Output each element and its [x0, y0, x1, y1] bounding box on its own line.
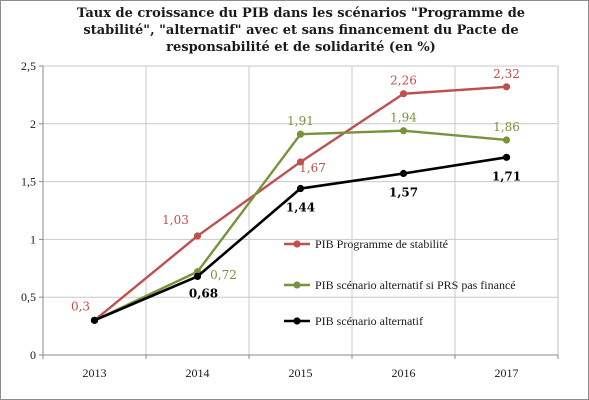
legend-entry: PIB scénario alternatif	[315, 314, 423, 328]
data-point	[399, 169, 408, 178]
x-tick-label: 2017	[495, 366, 519, 380]
chart-title: Taux de croissance du PIB dans les scéna…	[76, 6, 526, 55]
data-label: 1,03	[162, 213, 189, 227]
series-layer	[90, 83, 511, 324]
data-label: 1,86	[493, 120, 520, 134]
data-point	[90, 316, 99, 324]
y-tick-label: 0	[30, 348, 36, 362]
data-label: 2,26	[390, 74, 417, 88]
data-label: 2,32	[493, 67, 520, 81]
axis-layer: 0 0,5 1 1,5 2 2,5 2013 2014 2015 2016 2017	[21, 59, 559, 380]
y-tick-label: 2	[30, 117, 36, 131]
data-label: 0,3	[71, 299, 90, 313]
y-tick-label: 1,5	[21, 175, 36, 189]
legend-marker	[293, 240, 301, 248]
data-point	[296, 130, 305, 138]
y-tick-label: 2,5	[21, 59, 36, 73]
data-label: 1,94	[390, 111, 417, 125]
data-point	[399, 127, 408, 135]
legend-entry: PIB Programme de stabilité	[315, 237, 448, 251]
legend-entry: PIB scénario alternatif si PRS pas finan…	[315, 278, 516, 292]
data-point	[502, 153, 511, 161]
data-label: 1,67	[299, 161, 326, 175]
data-point	[296, 184, 305, 193]
legend-marker	[293, 317, 301, 325]
data-point	[502, 136, 511, 144]
data-point	[399, 90, 408, 98]
data-point	[502, 83, 511, 91]
x-tick-label: 2016	[392, 366, 416, 380]
data-label: 1,91	[287, 114, 314, 128]
data-label: 1,44	[286, 201, 315, 215]
data-label: 0,72	[210, 268, 237, 282]
data-point	[193, 272, 202, 280]
data-label: 1,57	[389, 186, 418, 200]
data-point	[296, 158, 305, 166]
y-tick-label: 0,5	[21, 290, 36, 304]
data-label: 0,68	[189, 286, 218, 300]
data-point	[193, 232, 202, 240]
x-tick-label: 2014	[186, 366, 210, 380]
legend-marker	[293, 281, 301, 289]
y-tick-label: 1	[30, 232, 36, 246]
x-tick-label: 2013	[83, 366, 107, 380]
data-label-layer: 0,3 1,03 1,67 2,26 2,32 0,72 1,91 1,94 1,86 0,68 1…	[71, 67, 521, 314]
data-label: 1,71	[492, 169, 521, 183]
legend: PIB Programme de stabilité PIB scénario a…	[284, 237, 516, 328]
x-tick-label: 2015	[289, 366, 313, 380]
